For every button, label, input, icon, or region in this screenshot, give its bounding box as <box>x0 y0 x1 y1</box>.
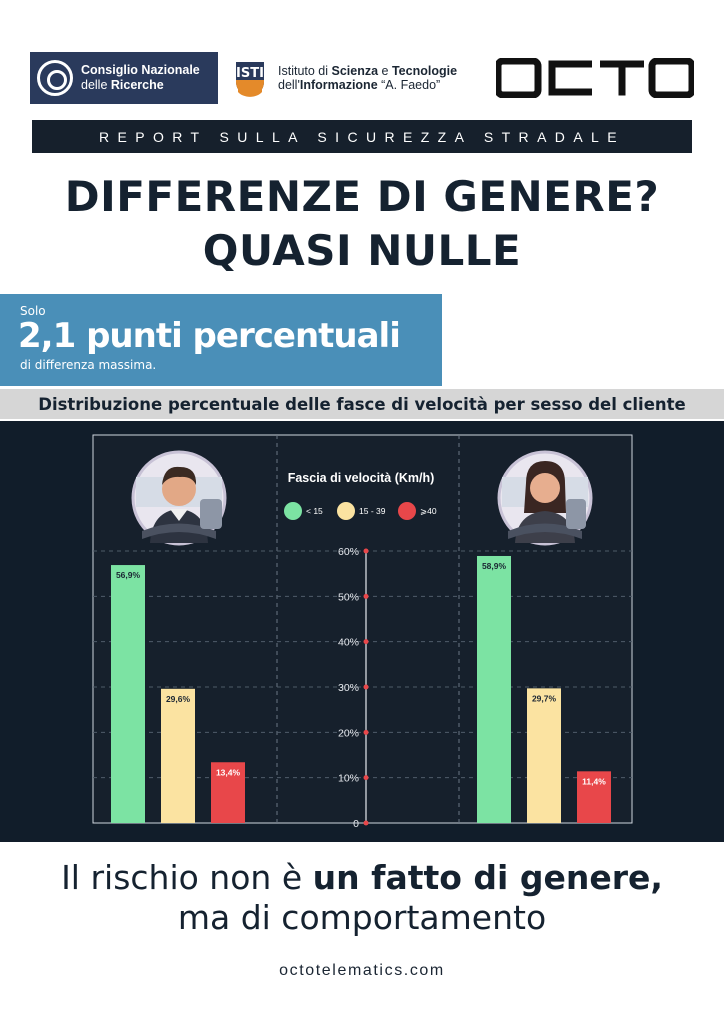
y-axis-dot <box>363 775 369 781</box>
bar <box>477 555 511 823</box>
female-driver-avatar <box>497 450 593 546</box>
legend-title: Fascia di velocità (Km/h) <box>288 471 435 485</box>
bar-chart: 0 10% 20% 30% 40% 50% 60% 56,9% 29,6% 13,4% 58,9%… <box>92 434 633 830</box>
y-axis-dot <box>363 684 369 690</box>
legend-swatch <box>398 502 416 520</box>
tagline-line2: ma di comportamento <box>177 898 547 937</box>
legend-label: < 15 <box>306 506 323 516</box>
bar-value-label: 56,9% <box>116 570 141 580</box>
bar-value-label: 29,6% <box>166 694 191 704</box>
bar-value-label: 58,9% <box>482 561 507 571</box>
bar <box>161 688 195 823</box>
legend-swatch <box>284 502 302 520</box>
y-tick-label: 0 <box>353 818 359 830</box>
isti-l1-a: Istituto di <box>278 64 332 78</box>
y-tick-label: 30% <box>338 682 359 694</box>
isti-l2-c: “A. Faedo” <box>377 78 441 92</box>
tagline-b: un fatto di genere, <box>312 858 663 897</box>
svg-text:ISTI: ISTI <box>236 66 264 81</box>
bar <box>111 565 145 823</box>
bar-value-label: 29,7% <box>532 693 557 703</box>
y-tick-label: 50% <box>338 591 359 603</box>
callout-pre: Solo <box>20 304 46 318</box>
bar-value-label: 11,4% <box>582 776 606 786</box>
callout-big: 2,1 punti percentuali <box>18 316 401 356</box>
bar <box>577 771 611 823</box>
headline-line2: QUASI NULLE <box>202 226 522 275</box>
y-tick-label: 40% <box>338 637 359 649</box>
bar-value-label: 13,4% <box>216 767 241 777</box>
cnr-logo: Consiglio Nazionale delle Ricerche <box>30 52 218 104</box>
y-axis-dot <box>363 820 369 826</box>
isti-l1-d: Tecnologie <box>391 64 458 78</box>
isti-l1-b: Scienza <box>331 64 379 78</box>
tagline-a: Il rischio non è <box>61 858 313 897</box>
report-band: REPORT SULLA SICUREZZA STRADALE <box>32 120 692 153</box>
y-axis-dot <box>363 729 369 735</box>
y-tick-label: 10% <box>338 773 359 785</box>
y-axis-dot <box>363 593 369 599</box>
isti-emblem-icon: ISTI <box>236 62 264 97</box>
cnr-logo-text: Consiglio Nazionale delle Ricerche <box>81 63 200 93</box>
isti-l2-b: Informazione <box>299 78 378 92</box>
bar <box>527 688 561 823</box>
cnr-emblem-icon <box>37 60 73 96</box>
isti-l1-c: e <box>378 64 392 78</box>
isti-l2-a: dell' <box>278 78 300 92</box>
chart-panel: 0 10% 20% 30% 40% 50% 60% 56,9% 29,6% 13,4% 58,9%… <box>0 421 724 842</box>
isti-logo: ISTI Istituto di Scienza e Tecnologie de… <box>230 56 480 100</box>
y-tick-label: 60% <box>338 546 359 558</box>
bar <box>211 762 245 823</box>
y-axis-dot <box>363 548 369 554</box>
callout-post: di differenza massima. <box>20 358 157 372</box>
cnr-line2-b: Ricerche <box>110 78 164 92</box>
legend-swatch <box>337 502 355 520</box>
y-tick-label: 20% <box>338 727 359 739</box>
logo-bar: Consiglio Nazionale delle Ricerche ISTI … <box>30 50 694 106</box>
y-axis-dot <box>363 639 369 645</box>
octo-logo <box>496 58 694 98</box>
callout-box: Solo 2,1 punti percentuali di differenza… <box>0 294 442 386</box>
isti-logo-text: Istituto di Scienza e Tecnologie dell'In… <box>278 64 457 92</box>
legend-label: 15 - 39 <box>359 506 386 516</box>
cnr-line1: Consiglio Nazionale <box>81 63 200 77</box>
male-driver-avatar <box>131 450 227 546</box>
chart-subtitle: Distribuzione percentuale delle fasce di… <box>0 389 724 419</box>
legend-label: ⩾40 <box>420 506 437 516</box>
website-link[interactable]: octotelematics.com <box>279 962 445 979</box>
tagline-line1: Il rischio non è un fatto di genere, <box>0 858 724 897</box>
headline-line1: DIFFERENZE DI GENERE? <box>64 172 660 221</box>
octo-logo-text: OCTO <box>30 50 31 51</box>
cnr-line2-a: delle <box>81 78 111 92</box>
